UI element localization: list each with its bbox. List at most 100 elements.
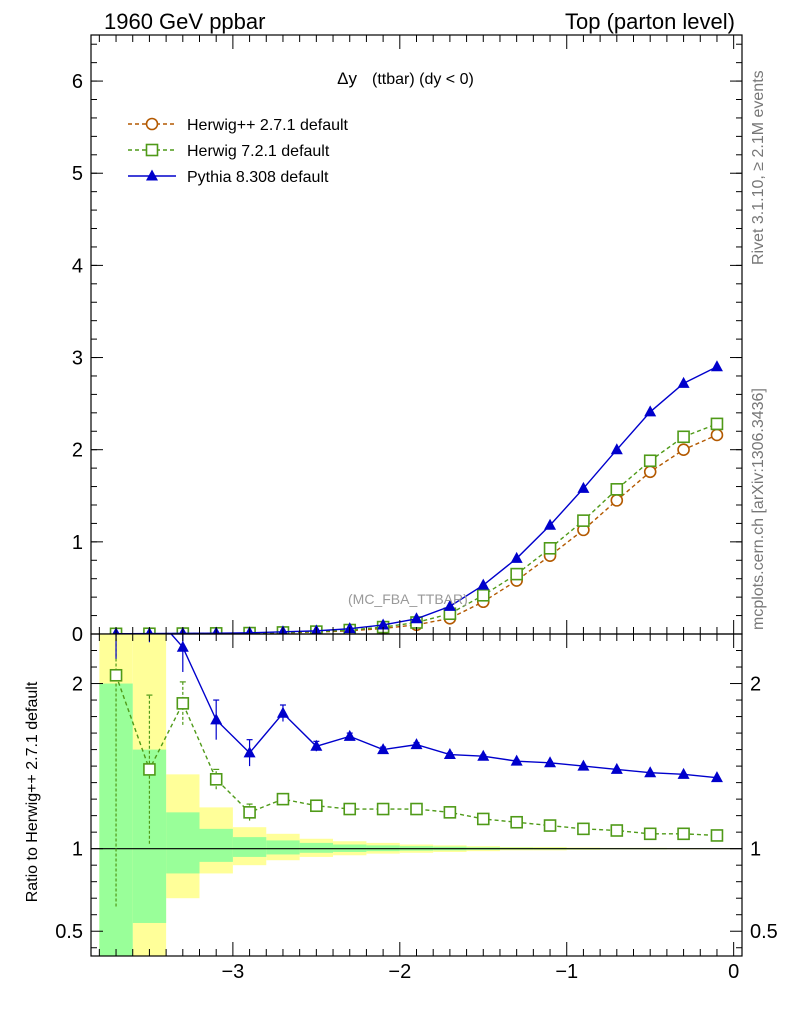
ratio-data-point-1-1 <box>143 603 155 614</box>
ratio-data-point-0-1 <box>143 763 156 776</box>
x-tick-label-1: −2 <box>388 961 411 983</box>
ratio-data-point-1-10 <box>443 748 456 760</box>
ratio-data-point-1-6 <box>310 739 323 751</box>
header-right: Top (parton level) <box>565 9 735 34</box>
ratio-data-point-0-8 <box>376 802 390 816</box>
ratio-data-point-1-2 <box>176 640 189 652</box>
ratio-data-point-0-14 <box>577 822 590 836</box>
main-data-point-0-16 <box>643 465 657 479</box>
x-tick-label-3: 0 <box>728 961 739 983</box>
legend-marker-0 <box>145 117 159 131</box>
main-data-point-1-17 <box>677 430 690 444</box>
main-data-point-2-10 <box>443 599 456 611</box>
ratio-band-inner-3 <box>199 828 233 862</box>
main-data-point-1-12 <box>510 567 523 581</box>
ratio-data-point-0-9 <box>410 802 423 816</box>
mcplots-label: mcplots.cern.ch [arXiv:1306.3436] <box>750 388 767 630</box>
main-data-point-1-18 <box>710 417 724 431</box>
ratio-data-point-1-14 <box>577 759 590 771</box>
main-plot-panel: 0 1 2 3 4 5 6 Δy (ttbar) (dy < 0) (MC_FBA_TTBA… <box>72 34 743 646</box>
header-left: 1960 GeV ppbar <box>104 9 265 34</box>
ratio-data-point-0-12 <box>510 815 523 829</box>
ratio-data-point-0-18 <box>710 829 724 842</box>
ratio-band-inner-6 <box>299 842 334 853</box>
ratio-data-point-1-18 <box>710 771 723 783</box>
chart-title-main: Δy <box>337 69 357 88</box>
main-y-tick-label-2: 2 <box>72 440 83 462</box>
ratio-band-inner-2 <box>166 812 200 874</box>
ratio-y-tick-label-1: 1 <box>72 839 83 861</box>
ratio-data-point-0-7 <box>343 802 357 816</box>
watermark: (MC_FBA_TTBAR) <box>348 591 468 607</box>
ratio-band-inner-5 <box>266 840 300 855</box>
ratio-data-point-1-12 <box>510 754 523 766</box>
ratio-data-point-0-17 <box>677 827 690 841</box>
ratio-y-axis-label: Ratio to Herwig++ 2.7.1 default <box>24 681 41 902</box>
ratio-data-point-0-3 <box>209 773 223 786</box>
ratio-y-tick-label-right-0: 0.5 <box>750 921 778 943</box>
x-tick-label-2: −1 <box>555 961 578 983</box>
ratio-data-point-1-16 <box>644 766 657 778</box>
main-y-tick-label-3: 3 <box>72 348 83 370</box>
legend-marker-1 <box>145 143 159 157</box>
main-data-point-1-14 <box>577 514 590 527</box>
main-data-point-2-12 <box>510 551 523 563</box>
ratio-data-point-1-3 <box>210 713 223 725</box>
ratio-plot-panel: 0.5 0.5 1 1 2 2 −3 −2 −1 0 Ratio to Herwig++ 2.7.… <box>24 603 778 983</box>
ratio-data-point-1-5 <box>276 706 289 718</box>
ratio-data-point-0-10 <box>443 806 457 819</box>
main-y-tick-label-0: 0 <box>72 624 83 646</box>
ratio-data-point-1-13 <box>544 756 557 768</box>
ratio-data-point-0-4 <box>243 806 256 819</box>
ratio-y-tick-label-right-1: 1 <box>750 839 761 861</box>
main-data-point-0-15 <box>610 494 624 507</box>
ratio-data-point-1-11 <box>477 749 490 761</box>
ratio-data-point-1-9 <box>410 738 423 750</box>
chart-title-sub: (ttbar) (dy < 0) <box>372 71 474 88</box>
main-data-point-2-18 <box>710 360 723 372</box>
main-data-point-2-15 <box>610 443 623 455</box>
ratio-data-point-0-13 <box>543 819 557 832</box>
main-data-point-2-9 <box>410 612 423 624</box>
main-data-point-1-16 <box>643 454 657 468</box>
main-data-point-2-8 <box>377 618 390 630</box>
main-y-tick-label-6: 6 <box>72 71 83 93</box>
ratio-data-point-0-0 <box>109 668 123 682</box>
legend-label-0: Herwig++ 2.7.1 default <box>187 117 349 134</box>
ratio-data-point-1-8 <box>377 743 390 755</box>
main-data-point-2-17 <box>677 376 690 388</box>
ratio-band-inner-4 <box>232 837 267 857</box>
main-data-point-2-14 <box>577 481 590 493</box>
main-y-tick-label-1: 1 <box>72 532 83 554</box>
legend-label-1: Herwig 7.2.1 default <box>187 143 330 160</box>
ratio-data-point-0-16 <box>643 827 657 841</box>
ratio-y-tick-label-2: 2 <box>72 674 83 696</box>
ratio-data-point-0-11 <box>476 812 490 826</box>
x-tick-label-0: −3 <box>221 961 244 983</box>
legend: Herwig++ 2.7.1 default Herwig 7.2.1 defau… <box>128 117 349 186</box>
legend-marker-2 <box>146 169 158 181</box>
ratio-y-tick-label-0: 0.5 <box>55 921 83 943</box>
legend-label-2: Pythia 8.308 default <box>187 169 329 186</box>
ratio-data-point-1-0 <box>110 603 122 614</box>
ratio-data-point-0-15 <box>610 824 624 837</box>
ratio-data-point-0-6 <box>310 799 323 813</box>
main-data-point-1-15 <box>610 483 624 496</box>
main-y-tick-label-4: 4 <box>72 255 83 277</box>
ratio-data-point-1-4 <box>243 746 256 758</box>
ratio-y-tick-label-right-2: 2 <box>750 674 761 696</box>
main-y-tick-label-5: 5 <box>72 163 83 185</box>
ratio-data-point-1-7 <box>343 729 356 741</box>
ratio-data-point-1-15 <box>610 762 623 774</box>
ratio-data-point-0-5 <box>276 792 290 806</box>
main-data-point-1-11 <box>476 588 490 602</box>
main-data-point-2-13 <box>544 518 557 530</box>
main-data-point-2-11 <box>477 578 490 590</box>
main-data-point-0-18 <box>710 428 724 442</box>
ratio-data-point-1-17 <box>677 767 690 779</box>
ratio-data-point-0-2 <box>176 697 190 710</box>
main-data-point-1-13 <box>543 541 557 555</box>
rivet-label: Rivet 3.1.10, ≥ 2.1M events <box>750 70 767 265</box>
main-data-point-2-16 <box>644 405 657 417</box>
